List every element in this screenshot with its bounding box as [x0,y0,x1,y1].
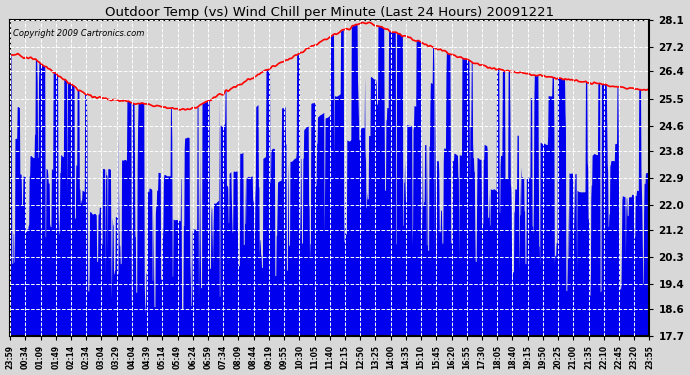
Text: Copyright 2009 Cartronics.com: Copyright 2009 Cartronics.com [13,29,145,38]
Title: Outdoor Temp (vs) Wind Chill per Minute (Last 24 Hours) 20091221: Outdoor Temp (vs) Wind Chill per Minute … [105,6,554,18]
